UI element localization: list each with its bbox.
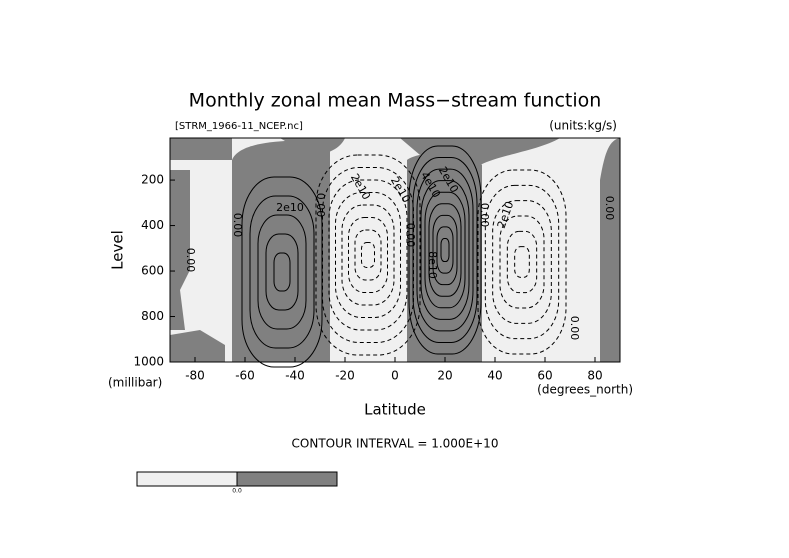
contour-line: [408, 145, 482, 355]
positive-region: [600, 138, 620, 362]
contour-line: [315, 154, 421, 356]
contour-line: [420, 180, 470, 320]
positive-region: [170, 138, 345, 160]
contour-line: [424, 191, 466, 309]
contour-line: [436, 226, 454, 274]
x-tick-label: 60: [537, 369, 552, 383]
contour-line: [484, 184, 560, 340]
y-tick-label: 200: [141, 173, 164, 187]
x-units: (degrees_north): [537, 383, 633, 397]
positive-region: [400, 138, 560, 362]
x-tick-label: -60: [235, 369, 255, 383]
x-tick-label: -40: [285, 369, 305, 383]
contour-line: [492, 200, 552, 324]
contour-label: 0.00: [231, 213, 244, 238]
units-label: (units:kg/s): [549, 119, 617, 133]
y-axis-label: Level: [109, 230, 127, 270]
contour-line: [514, 246, 530, 278]
x-tick-label: 40: [487, 369, 502, 383]
contour-label: 0.00: [404, 223, 417, 248]
x-tick-label: 0: [391, 369, 399, 383]
x-tick-label: 80: [587, 369, 602, 383]
contour-line: [348, 217, 388, 293]
contour-line: [257, 214, 307, 330]
contour-line: [328, 179, 408, 331]
contour-line: [335, 192, 401, 318]
x-tick-label: 20: [437, 369, 452, 383]
contour-label: 0.00: [603, 196, 616, 221]
contour-line: [249, 195, 315, 349]
contour-interval: CONTOUR INTERVAL = 1.000E+10: [292, 437, 499, 451]
contour-label: 0.00: [478, 203, 491, 228]
contour-line: [477, 169, 567, 355]
contour-line: [273, 252, 291, 292]
x-axis-label: Latitude: [364, 401, 426, 419]
contour-label: 0.00: [314, 193, 327, 218]
x-tick-label: -80: [185, 369, 205, 383]
contour-line: [322, 167, 414, 343]
contour-line: [361, 242, 375, 268]
contour-line: [341, 204, 395, 306]
contour-line: [432, 214, 458, 286]
contour-label: 0.00: [184, 248, 197, 273]
y-tick-label: 400: [141, 218, 164, 232]
contour-line: [412, 157, 478, 343]
contour-line: [499, 215, 545, 309]
y-tick-label: 600: [141, 264, 164, 278]
colorbar-label: 0.0: [232, 488, 242, 495]
contour-line: [506, 230, 538, 294]
contour-label: 8e10: [426, 251, 439, 279]
contour-line: [416, 168, 474, 332]
y-tick-label: 1000: [133, 355, 164, 369]
contour-label: 2e10: [276, 201, 304, 214]
colorbar-negative: [136, 471, 238, 487]
contour-line: [354, 229, 382, 281]
x-tick-label: -20: [335, 369, 355, 383]
positive-region: [170, 170, 225, 362]
colorbar-positive: [236, 471, 338, 487]
contour-line: [428, 203, 462, 297]
contour-line: [265, 233, 299, 311]
contour-line: [440, 237, 450, 263]
file-label: [STRM_1966-11_NCEP.nc]: [175, 121, 303, 132]
contour-label: 0.00: [568, 316, 581, 341]
y-units: (millibar): [108, 376, 162, 390]
chart-title: Monthly zonal mean Mass−stream function: [189, 90, 602, 112]
y-tick-label: 800: [141, 309, 164, 323]
